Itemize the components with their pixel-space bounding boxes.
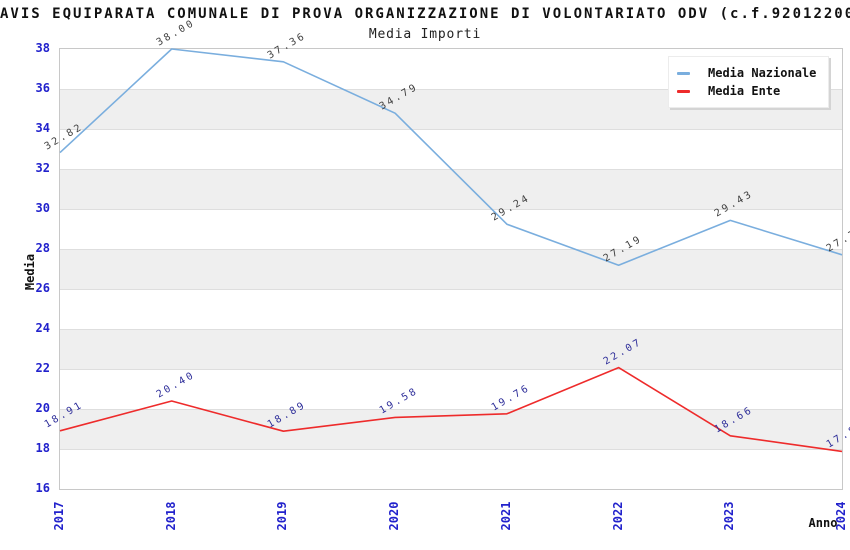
- legend-label-media-ente: Media Ente: [708, 84, 781, 98]
- plot-band: [60, 289, 842, 329]
- media-ente-line-swatch: [677, 89, 690, 93]
- legend-label-media-nazionale: Media Nazionale: [708, 66, 817, 80]
- series-line-media-ente: [59, 366, 843, 453]
- plot-band: [60, 209, 842, 249]
- plot-band: [60, 249, 842, 289]
- y-tick-label: 28: [35, 241, 50, 255]
- y-tick-label: 32: [35, 161, 50, 175]
- chart-subtitle: Media Importi: [368, 27, 482, 42]
- y-tick-label: 20: [35, 401, 50, 415]
- y-tick-label: 26: [35, 281, 50, 295]
- x-tick-label: 2019: [275, 501, 290, 531]
- y-tick-label: 22: [35, 361, 50, 375]
- y-tick-label: 24: [35, 321, 50, 335]
- y-tick-label: 18: [35, 441, 50, 455]
- x-tick-label: 2018: [163, 501, 178, 531]
- gridline: [60, 329, 842, 330]
- gridline: [60, 409, 842, 410]
- gridline: [60, 89, 842, 90]
- x-tick-label: 2020: [387, 501, 402, 531]
- legend-item-media-ente: Media Ente: [677, 82, 816, 100]
- plot-area: 32.82 38.00 37.36 34.79 29.24 27.19 29.43 27.71…: [43, 18, 850, 490]
- plot-band: [60, 129, 842, 169]
- x-axis-title: Anno: [808, 516, 838, 530]
- x-tick-label: 2022: [610, 501, 625, 531]
- series-lines: [59, 48, 843, 453]
- gridline: [60, 289, 842, 290]
- media-nazionale-line-swatch: [677, 71, 690, 75]
- series-line-media-nazionale: [59, 48, 843, 266]
- x-tick-label: 2021: [498, 501, 513, 531]
- x-tick-label: 2017: [52, 501, 66, 531]
- y-tick-label: 16: [35, 481, 50, 495]
- gridline: [60, 129, 842, 130]
- plot-band: [60, 449, 842, 489]
- gridline: [60, 369, 842, 370]
- plot-band: [60, 329, 842, 369]
- gridline: [60, 249, 842, 250]
- plot-band: [60, 369, 842, 409]
- y-tick-label: 30: [35, 201, 50, 215]
- y-tick-label: 36: [35, 81, 50, 95]
- legend: Media Nazionale Media Ente: [668, 56, 830, 108]
- chart-title: AVIS EQUIPARATA COMUNALE DI PROVA ORGANI…: [0, 6, 850, 22]
- gridline: [60, 449, 842, 450]
- legend-item-media-nazionale: Media Nazionale: [677, 64, 816, 82]
- plot-band: [60, 169, 842, 209]
- y-axis-title: Media: [23, 253, 37, 291]
- y-tick-label: 34: [35, 121, 50, 135]
- x-tick-label: 2023: [722, 501, 737, 531]
- gridline: [60, 209, 842, 210]
- y-tick-label: 38: [35, 41, 50, 55]
